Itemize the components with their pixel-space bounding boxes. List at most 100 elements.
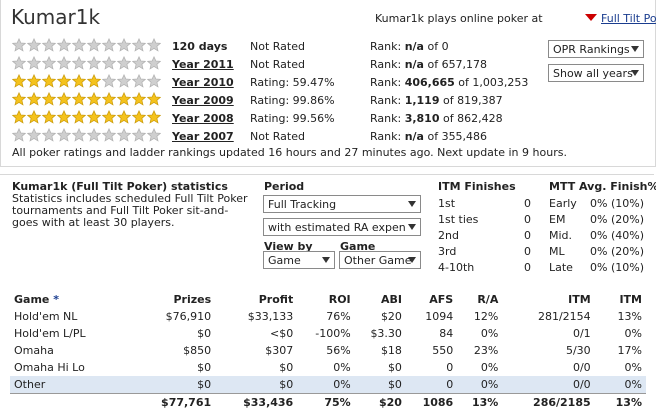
rank-number: n/a xyxy=(405,40,424,53)
total-cell: 13% xyxy=(595,394,646,411)
table-cell: 0% xyxy=(297,359,354,376)
star-icon xyxy=(87,74,101,88)
rank-value: Rank: n/a of 657,178 xyxy=(370,58,487,71)
sort-indicator: * xyxy=(53,293,59,306)
star-icon xyxy=(147,56,161,70)
rating-period-label[interactable]: Year 2007 xyxy=(172,130,234,143)
star-icon xyxy=(42,56,56,70)
rank-prefix: Rank: xyxy=(370,94,405,107)
star-icon xyxy=(12,110,26,124)
stats-description: Statistics includes scheduled Full Tilt … xyxy=(12,193,252,229)
column-header-roi[interactable]: ROI xyxy=(297,290,354,308)
rank-value: Rank: 406,665 of 1,003,253 xyxy=(370,76,528,89)
mtt-finish-label: EM xyxy=(549,213,565,226)
table-cell: 0% xyxy=(297,376,354,394)
rating-period-label[interactable]: Year 2008 xyxy=(172,112,234,125)
mtt-finish-label: ML xyxy=(549,245,565,258)
chevron-down-icon xyxy=(408,257,416,263)
column-header-itm-pct[interactable]: ITM xyxy=(595,290,646,308)
rank-prefix: Rank: xyxy=(370,130,405,143)
column-header-itm-count[interactable]: ITM xyxy=(502,290,594,308)
star-icon xyxy=(42,110,56,124)
mtt-finish-value: 0% (20%) xyxy=(590,213,644,226)
itm-finishes-title: ITM Finishes xyxy=(438,180,516,193)
mtt-finish-title: MTT Avg. Finish% xyxy=(549,180,656,193)
table-header-row: Game * Prizes Profit ROI ABI AFS R/A ITM… xyxy=(10,290,646,308)
column-header-ra[interactable]: R/A xyxy=(457,290,502,308)
opr-rankings-value: OPR Rankings xyxy=(553,43,630,56)
column-header-profit[interactable]: Profit xyxy=(215,290,297,308)
rating-period-label[interactable]: Year 2011 xyxy=(172,58,234,71)
mtt-finish-value: 0% (40%) xyxy=(590,229,644,242)
star-icon xyxy=(12,74,26,88)
mtt-finish-label: Mid. xyxy=(549,229,572,242)
itm-finish-value: 0 xyxy=(524,197,531,210)
plays-at-text: Kumar1k plays online poker at xyxy=(375,12,543,25)
star-icon xyxy=(12,56,26,70)
period-value: Full Tracking xyxy=(268,198,336,211)
rating-value: Rating: 99.56% xyxy=(250,112,335,125)
chevron-down-icon xyxy=(408,224,416,230)
star-icon xyxy=(57,74,71,88)
star-icon xyxy=(27,110,41,124)
star-icon xyxy=(72,92,86,106)
star-icon xyxy=(117,38,131,52)
rating-value: Rating: 99.86% xyxy=(250,94,335,107)
star-icon xyxy=(102,110,116,124)
table-cell: 5/30 xyxy=(502,342,594,359)
itm-finish-label: 3rd xyxy=(438,245,456,258)
star-icon xyxy=(27,128,41,142)
itm-finish-value: 0 xyxy=(524,245,531,258)
dropdown-arrow-icon[interactable] xyxy=(585,14,597,21)
viewby-select[interactable]: Game xyxy=(263,251,335,269)
table-cell: 0 xyxy=(406,376,457,394)
column-header-abi[interactable]: ABI xyxy=(355,290,406,308)
rating-period-label: 120 days xyxy=(172,40,227,53)
star-icon xyxy=(57,56,71,70)
star-rating xyxy=(12,110,162,128)
total-cell: 13% xyxy=(457,394,502,411)
column-header-prizes[interactable]: Prizes xyxy=(133,290,215,308)
itm-finish-label: 1st xyxy=(438,197,455,210)
star-icon xyxy=(42,92,56,106)
star-icon xyxy=(27,92,41,106)
column-header-afs[interactable]: AFS xyxy=(406,290,457,308)
total-cell: $20 xyxy=(355,394,406,411)
star-icon xyxy=(132,56,146,70)
rating-period-label[interactable]: Year 2010 xyxy=(172,76,234,89)
rating-value: Not Rated xyxy=(250,58,305,71)
table-cell: 56% xyxy=(297,342,354,359)
star-icon xyxy=(117,56,131,70)
star-icon xyxy=(42,74,56,88)
rank-total: of 355,486 xyxy=(424,130,487,143)
rank-number: n/a xyxy=(405,130,424,143)
table-cell: 23% xyxy=(457,342,502,359)
table-cell: 550 xyxy=(406,342,457,359)
table-cell: $307 xyxy=(215,342,297,359)
ra-select[interactable]: with estimated RA expen xyxy=(263,218,421,236)
star-icon xyxy=(12,128,26,142)
opr-rankings-select[interactable]: OPR Rankings xyxy=(548,40,644,58)
column-header-game[interactable]: Game * xyxy=(10,290,133,308)
star-icon xyxy=(132,74,146,88)
star-icon xyxy=(132,92,146,106)
table-cell: $0 xyxy=(215,376,297,394)
site-link[interactable]: Full Tilt Poker xyxy=(601,12,656,25)
game-select[interactable]: Other Game xyxy=(339,251,421,269)
table-cell: 0% xyxy=(457,325,502,342)
star-icon xyxy=(117,92,131,106)
rank-total: of 1,003,253 xyxy=(455,76,529,89)
table-cell: $20 xyxy=(355,308,406,325)
rating-value: Not Rated xyxy=(250,130,305,143)
star-icon xyxy=(27,74,41,88)
table-cell: -100% xyxy=(297,325,354,342)
period-select[interactable]: Full Tracking xyxy=(263,195,421,213)
years-select[interactable]: Show all years xyxy=(548,64,644,82)
star-icon xyxy=(27,38,41,52)
mtt-finish-value: 0% (10%) xyxy=(590,197,644,210)
star-icon xyxy=(117,128,131,142)
star-icon xyxy=(102,92,116,106)
rating-period-label[interactable]: Year 2009 xyxy=(172,94,234,107)
table-cell: $0 xyxy=(355,359,406,376)
